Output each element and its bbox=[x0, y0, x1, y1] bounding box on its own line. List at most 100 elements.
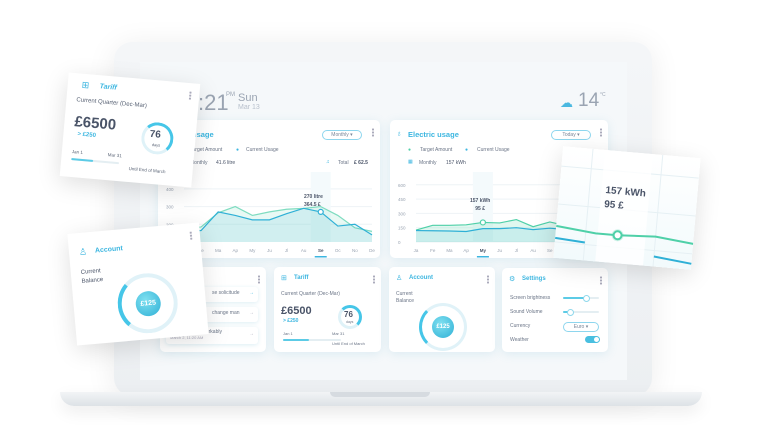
more-icon[interactable] bbox=[487, 275, 489, 284]
monthly-label: Monthly bbox=[419, 160, 437, 166]
selected-point[interactable] bbox=[479, 219, 487, 226]
currency-label: Currency bbox=[510, 323, 531, 329]
x-tick-label: Ma bbox=[446, 248, 453, 253]
days-label: days bbox=[346, 320, 354, 324]
until-label: Until End of March bbox=[332, 341, 365, 346]
account-card: ♙ Account Current Balance £125 bbox=[389, 267, 495, 352]
volume-slider[interactable] bbox=[563, 308, 599, 316]
monthly-label: Monthly bbox=[190, 160, 208, 166]
period-select[interactable]: Today ▾ bbox=[551, 130, 591, 140]
x-tick-label: Ap bbox=[233, 248, 239, 253]
legend-current: Current Usage bbox=[246, 147, 279, 153]
laptop-notch bbox=[330, 392, 430, 397]
currency-select[interactable]: Euro ▾ bbox=[563, 322, 599, 332]
tariff-card: ⊞ Tariff Current Quarter (Dec-Mar) £6500… bbox=[274, 267, 381, 352]
tooltip-volume: 270 litre bbox=[304, 194, 323, 200]
more-icon[interactable] bbox=[373, 275, 375, 284]
monthly-value: 41.6 litre bbox=[216, 160, 236, 166]
floating-account-card: ♙ Account Current Balance £125 bbox=[67, 222, 209, 346]
more-icon[interactable] bbox=[189, 231, 193, 241]
currency-value: Euro bbox=[573, 324, 585, 330]
quarter-progress bbox=[283, 339, 341, 341]
start-date: Jan 1 bbox=[71, 149, 84, 155]
notification-text: se solicitude bbox=[212, 290, 240, 296]
clock-time: :21 bbox=[198, 90, 229, 115]
lightbulb-icon: ♁ bbox=[396, 129, 402, 138]
x-tick-label: Fe bbox=[430, 248, 436, 253]
y-tick-label: 450 bbox=[398, 197, 406, 202]
selected-column bbox=[472, 172, 493, 242]
monthly-value: 157 kWh bbox=[446, 160, 466, 166]
series-area bbox=[184, 208, 372, 242]
selected-point[interactable] bbox=[317, 208, 324, 215]
days-ring bbox=[338, 305, 362, 329]
card-title: Tariff bbox=[294, 275, 309, 281]
tariff-delta: > £250 bbox=[283, 318, 299, 324]
tariff-delta: > £250 bbox=[77, 131, 97, 140]
legend-target: Target Amount bbox=[420, 147, 453, 153]
total-value: £ 62.5 bbox=[354, 160, 368, 166]
more-icon[interactable] bbox=[258, 275, 260, 284]
volume-label: Sound Volume bbox=[510, 309, 543, 315]
x-tick-label: Jl bbox=[515, 248, 518, 253]
more-icon[interactable] bbox=[372, 128, 374, 137]
x-tick-label: Ju bbox=[267, 248, 272, 253]
arrow-right-icon: → bbox=[249, 290, 254, 296]
arrow-right-icon: → bbox=[249, 310, 254, 316]
current-line bbox=[554, 236, 692, 265]
cloud-snow-icon: ☁ bbox=[560, 95, 573, 110]
x-tick-label: My bbox=[480, 248, 487, 253]
more-icon[interactable] bbox=[188, 91, 192, 101]
period-value: Today bbox=[562, 132, 576, 138]
user-icon: ♙ bbox=[396, 275, 403, 282]
clock-date: Mar 13 bbox=[238, 104, 260, 111]
card-title: Tariff bbox=[99, 83, 118, 92]
y-tick-label: 600 bbox=[398, 183, 406, 188]
start-date: Jan 1 bbox=[283, 331, 293, 336]
gear-icon: ⚙ bbox=[509, 276, 516, 283]
brightness-label: Screen brightness bbox=[510, 295, 551, 301]
legend-dot-icon: ● bbox=[465, 147, 469, 153]
clock-ampm: PM bbox=[226, 92, 235, 98]
x-tick-label: Oc bbox=[335, 248, 342, 253]
y-tick-label: 300 bbox=[166, 205, 174, 210]
days-count: 76 bbox=[344, 310, 353, 319]
tooltip-cost: 95 £ bbox=[475, 206, 486, 212]
floating-chart-zoom: 157 kWh 95 £ bbox=[553, 146, 701, 270]
selected-point[interactable] bbox=[612, 230, 623, 241]
y-tick-label: 150 bbox=[398, 226, 406, 231]
y-tick-label: 0 bbox=[398, 240, 401, 245]
end-date: Mar 31 bbox=[332, 331, 345, 336]
zoom-chart bbox=[554, 148, 699, 267]
until-label: Until End of March bbox=[128, 166, 166, 175]
more-icon[interactable] bbox=[600, 276, 602, 285]
x-tick-label: Ja bbox=[414, 248, 419, 253]
tariff-icon: ⊞ bbox=[81, 79, 90, 91]
floating-tariff-card: ⊞ Tariff Current Quarter (Dec-Mar) £6500… bbox=[59, 72, 201, 188]
notification-time: March 2, 11:20 AM bbox=[170, 335, 204, 340]
card-title: Settings bbox=[522, 276, 546, 282]
notification-text: change man bbox=[212, 310, 240, 316]
quarter-label: Current Quarter (Dec-Mar) bbox=[76, 97, 148, 110]
tooltip-energy: 157 kWh bbox=[470, 198, 491, 204]
quarter-label: Current Quarter (Dec-Mar) bbox=[281, 291, 340, 297]
period-select[interactable]: Monthly ▾ bbox=[322, 130, 362, 140]
x-tick-label: Au bbox=[530, 248, 536, 253]
card-title: usage bbox=[192, 130, 214, 139]
x-tick-label: Se bbox=[547, 248, 553, 253]
weather-unit: °C bbox=[600, 92, 606, 98]
y-tick-label: 300 bbox=[398, 211, 406, 216]
dashboard-screen: :21 PM Sun Mar 13 ☁ 14 °C usage Monthly … bbox=[140, 62, 627, 380]
brightness-slider[interactable] bbox=[563, 294, 599, 302]
more-icon[interactable] bbox=[600, 128, 602, 137]
total-label: Total bbox=[338, 160, 349, 166]
tariff-amount: £6500 bbox=[73, 113, 117, 134]
x-tick-label: Ju bbox=[497, 248, 502, 253]
weather-toggle[interactable] bbox=[585, 336, 600, 343]
calendar-icon: ▦ bbox=[408, 159, 413, 165]
x-tick-label: Jl bbox=[285, 248, 288, 253]
period-value: Monthly bbox=[331, 132, 349, 138]
x-tick-label: Au bbox=[301, 248, 307, 253]
arrow-right-icon: → bbox=[249, 331, 254, 337]
legend-dot-icon: ● bbox=[236, 147, 240, 153]
